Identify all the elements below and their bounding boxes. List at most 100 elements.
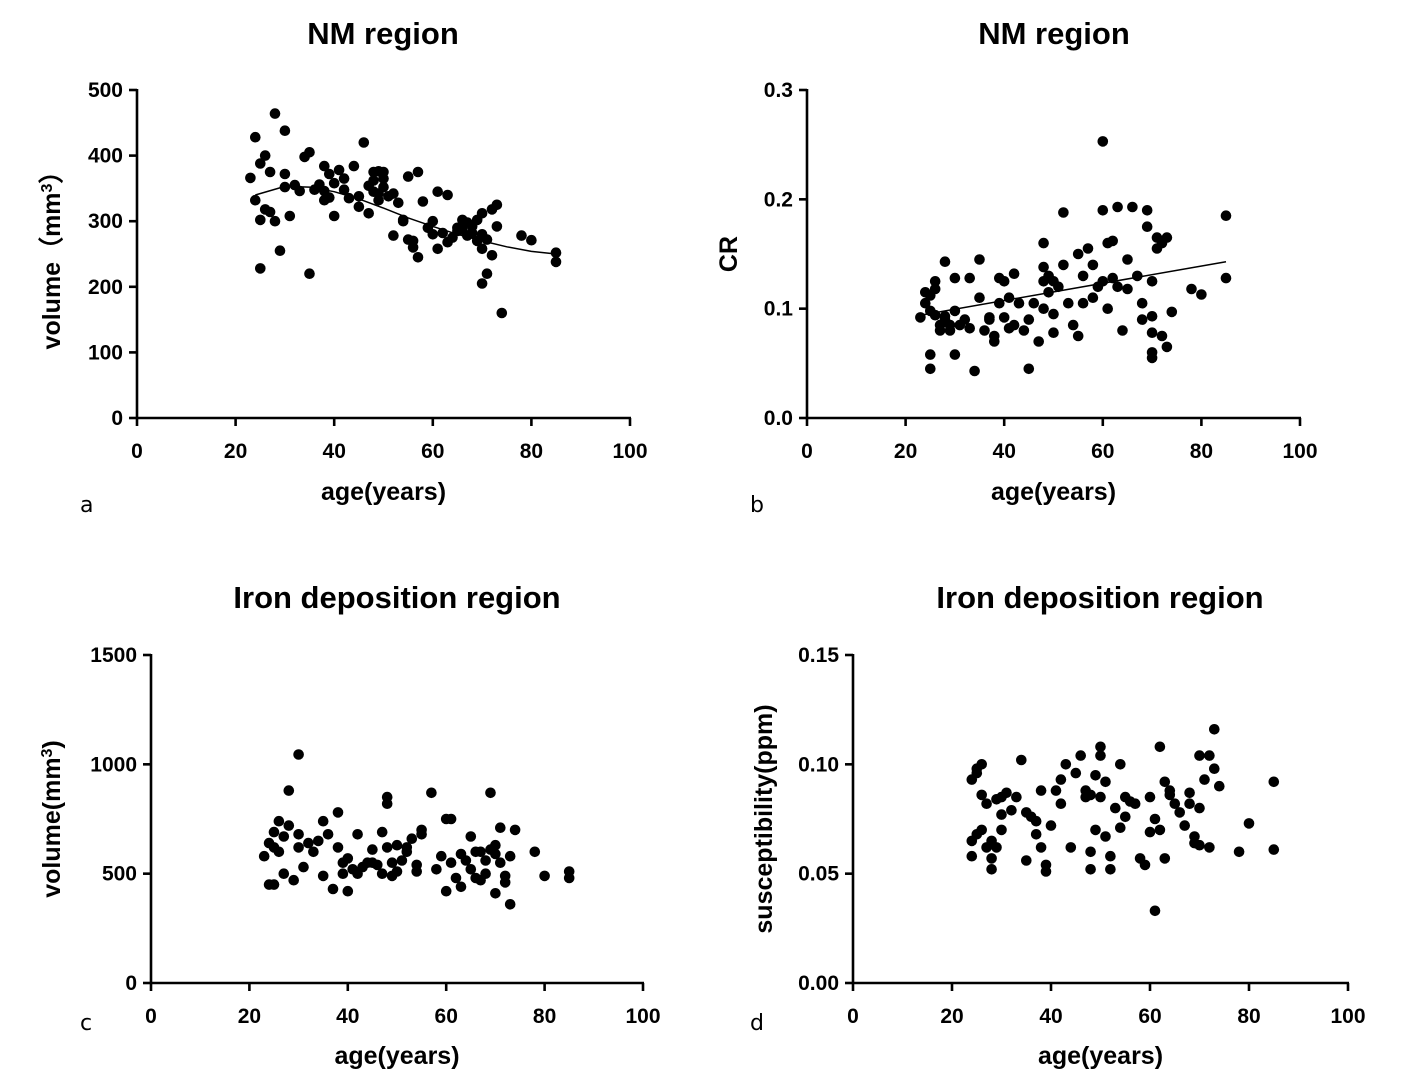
data-point	[412, 166, 424, 178]
data-point	[1023, 363, 1035, 375]
data-point	[455, 881, 467, 893]
data-point	[929, 309, 941, 321]
data-point	[1105, 864, 1116, 875]
data-point	[1001, 787, 1012, 799]
data-point	[476, 208, 488, 219]
data-point	[915, 312, 926, 323]
x-tick-label: 40	[1039, 1005, 1062, 1028]
data-point	[1090, 824, 1101, 836]
data-point	[934, 325, 946, 336]
x-tick-label: 20	[940, 1005, 963, 1028]
data-point	[397, 214, 409, 226]
data-point	[465, 864, 477, 875]
data-point	[1021, 855, 1032, 866]
data-point	[1159, 853, 1171, 864]
y-tick-label: 0	[125, 972, 137, 995]
data-point	[268, 826, 280, 838]
y-axis-label-main: volume（mm	[37, 192, 66, 349]
data-point	[460, 855, 472, 866]
data-point	[1045, 820, 1057, 831]
data-point	[480, 855, 491, 866]
data-point	[324, 168, 335, 180]
data-point	[994, 297, 1005, 309]
y-tick-label: 300	[88, 210, 123, 233]
data-point	[1038, 261, 1049, 273]
data-point	[1141, 205, 1153, 216]
data-point	[539, 870, 550, 882]
data-point	[358, 137, 370, 148]
data-point	[417, 196, 429, 207]
data-point	[1149, 905, 1161, 917]
data-point	[1095, 750, 1106, 761]
data-point	[388, 230, 399, 241]
data-point	[327, 883, 339, 895]
data-point	[1204, 842, 1215, 853]
data-point	[367, 844, 378, 855]
data-point	[254, 214, 266, 226]
data-point	[486, 250, 498, 261]
data-point	[1132, 270, 1143, 282]
data-point	[1033, 336, 1044, 347]
data-point	[1146, 352, 1158, 364]
panel-b: NM region 0 20 40 60 80 100 0.0 0.1 0.2 0.3 age(yea…	[715, 16, 1318, 518]
x-tick-label: 80	[520, 440, 543, 463]
data-point	[363, 208, 375, 219]
data-point	[475, 846, 486, 858]
x-axis-label: age(years)	[1038, 1042, 1163, 1070]
data-point	[550, 256, 562, 268]
data-point	[509, 824, 521, 836]
data-point	[1006, 805, 1017, 816]
data-point	[338, 173, 350, 184]
data-point	[920, 297, 931, 309]
data-point	[466, 227, 478, 239]
data-point	[1058, 207, 1069, 218]
data-point	[481, 268, 493, 280]
x-tick-label: 60	[1138, 1005, 1161, 1028]
data-point	[1107, 272, 1118, 284]
data-point	[450, 872, 462, 884]
data-point	[964, 272, 975, 284]
data-point	[1085, 864, 1096, 875]
data-point	[1115, 759, 1126, 770]
data-point	[1204, 750, 1215, 761]
x-tick-label: 100	[625, 1005, 660, 1028]
data-point	[1040, 866, 1052, 877]
data-point	[1112, 281, 1123, 293]
data-point	[989, 330, 1000, 342]
data-point	[372, 859, 383, 871]
y-axis-label-main: susceptibility(ppm)	[750, 704, 778, 933]
data-point	[1268, 776, 1280, 788]
data-point	[480, 868, 491, 879]
data-point	[342, 853, 354, 864]
y-tick-label: 200	[88, 276, 123, 299]
data-point	[332, 842, 344, 853]
data-point	[1087, 259, 1099, 271]
data-point	[1048, 327, 1059, 339]
data-point	[432, 186, 444, 197]
data-point	[368, 175, 379, 186]
data-point	[1144, 826, 1156, 838]
data-point	[499, 877, 511, 888]
data-point	[1112, 201, 1123, 213]
data-point	[516, 230, 527, 241]
data-point	[1115, 822, 1126, 833]
data-point	[959, 314, 971, 325]
data-point	[402, 171, 414, 182]
data-point	[944, 325, 956, 336]
data-point	[966, 850, 978, 862]
data-point	[1220, 210, 1232, 221]
data-point	[288, 874, 300, 886]
panel-a: NM region 0 20 40 60 80 100 0 100 200 300 400 500 age…	[37, 16, 648, 518]
data-point	[269, 215, 281, 227]
data-point	[1194, 839, 1205, 851]
x-tick-label: 100	[1282, 440, 1317, 463]
data-point	[381, 842, 393, 853]
data-point	[550, 247, 562, 258]
data-point	[1072, 248, 1084, 260]
data-point	[1003, 292, 1015, 304]
x-tick-label: 80	[533, 1005, 556, 1028]
data-point	[1023, 314, 1035, 325]
trend-line	[255, 185, 557, 255]
data-point	[1141, 221, 1153, 232]
data-point	[381, 798, 393, 809]
